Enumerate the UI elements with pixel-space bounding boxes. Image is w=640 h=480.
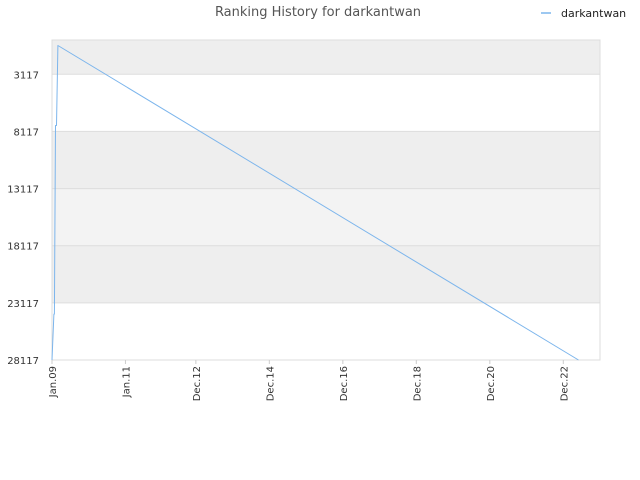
x-tick-label: Dec.18 <box>412 366 423 401</box>
y-tick-label: 13117 <box>7 185 39 196</box>
x-tick-label: Dec.12 <box>192 366 203 401</box>
plot-band <box>52 188 600 246</box>
legend[interactable]: darkantwan <box>541 7 626 20</box>
y-axis: 3117 8117 13117 18117 23117 28117 <box>7 70 39 367</box>
y-tick-label: 28117 <box>7 356 39 367</box>
plot-band <box>52 131 600 189</box>
series-line-darkantwan[interactable] <box>51 45 579 361</box>
x-tick-label: Dec.16 <box>339 366 350 401</box>
y-tick-label: 3117 <box>14 70 39 81</box>
x-tick-label: Jan.11 <box>121 366 132 398</box>
x-tick-label: Jan.09 <box>48 366 59 398</box>
x-axis: Jan.09 Jan.11 Dec.12 Dec.14 Dec.16 Dec.18 Dec.… <box>48 360 570 401</box>
plot-band <box>52 74 600 132</box>
x-tick-label: Dec.14 <box>265 366 276 401</box>
y-tick-label: 23117 <box>7 299 39 310</box>
x-tick-label: Dec.20 <box>486 366 497 401</box>
chart-title: Ranking History for darkantwan <box>215 5 421 20</box>
plot-band <box>52 302 600 360</box>
plot-bands <box>52 40 600 360</box>
x-tick-label: Dec.22 <box>559 366 570 401</box>
series-lines <box>51 45 579 361</box>
y-tick-label: 18117 <box>7 242 39 253</box>
plot-band <box>52 40 600 75</box>
y-tick-label: 8117 <box>14 127 39 138</box>
plot-band <box>52 245 600 303</box>
legend-label: darkantwan <box>561 7 626 20</box>
plot-border <box>51 39 601 361</box>
